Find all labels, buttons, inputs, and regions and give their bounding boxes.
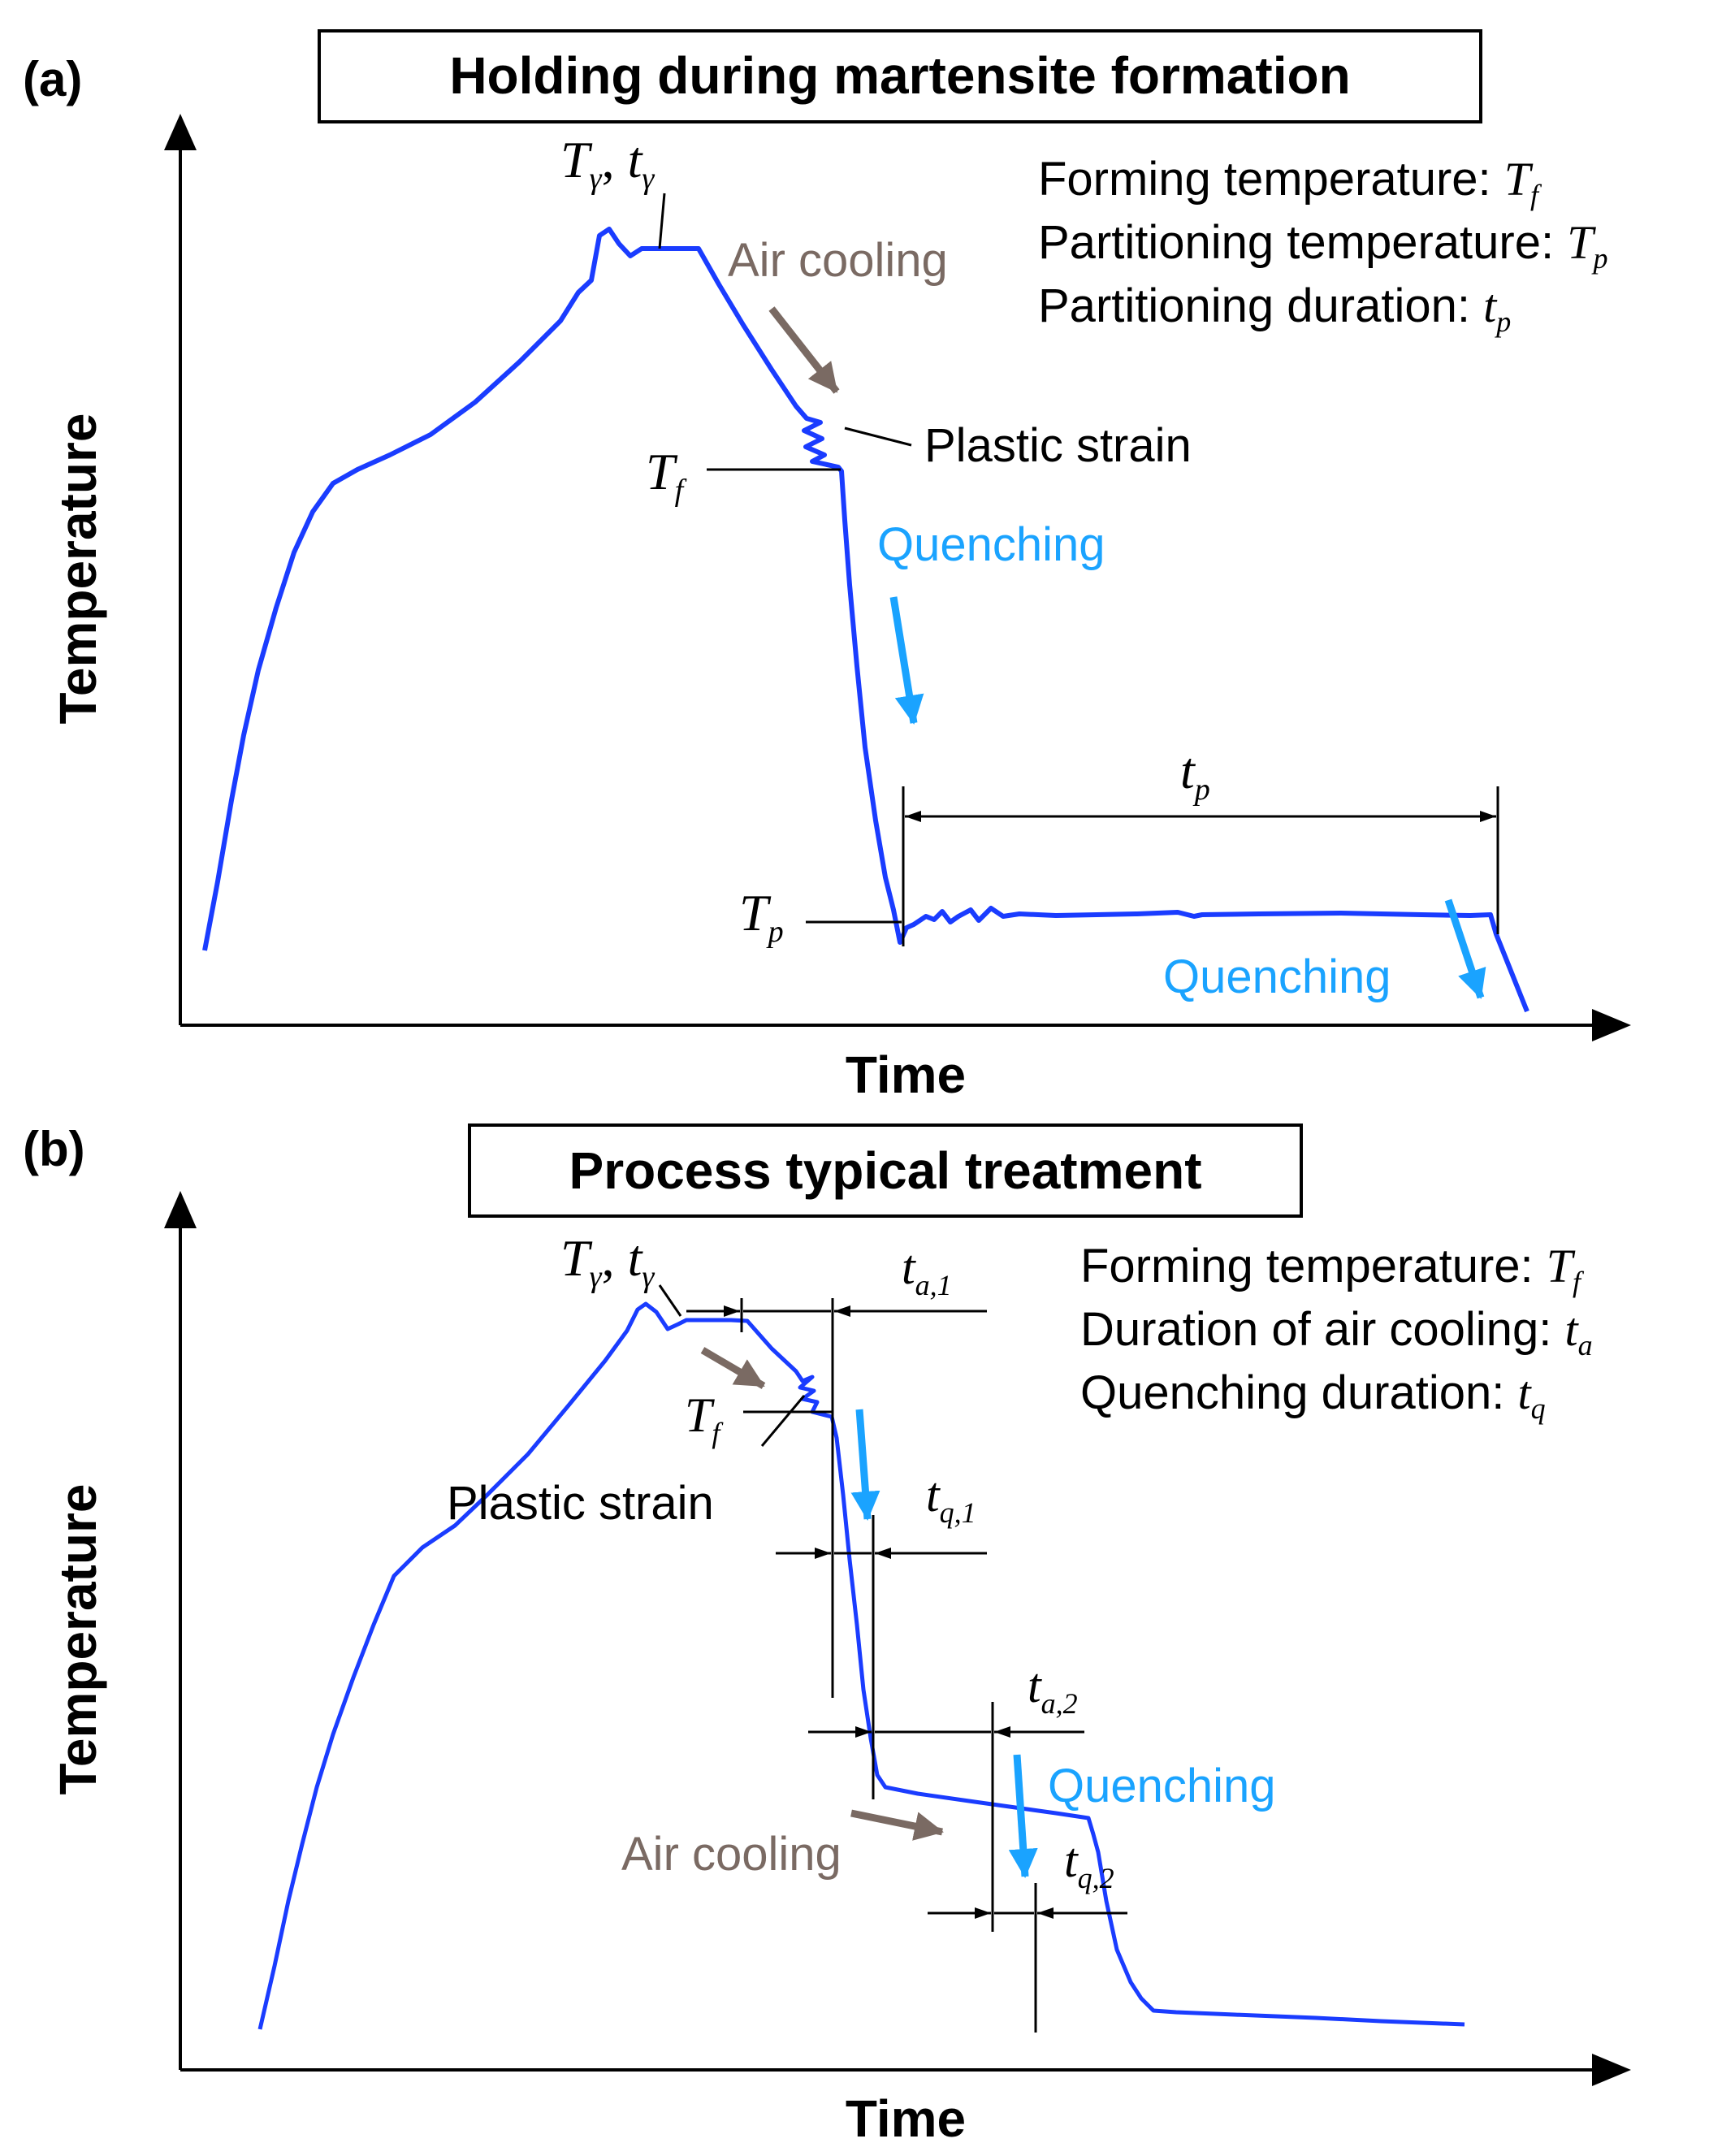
panel-b-legend: Forming temperature: Tf Duration of air … <box>1080 1240 1593 1425</box>
panel-b-air-cooling-arrow-2 <box>850 1809 944 1841</box>
panel-b-x-axis-arrowhead <box>1592 2054 1631 2086</box>
panel-a-legend-forming: Forming temperature: Tf <box>1038 153 1542 211</box>
panel-a-legend-partitioning-duration: Partitioning duration: tp <box>1038 279 1511 338</box>
panel-a-plastic-strain-label: Plastic strain <box>924 419 1192 472</box>
panel-b-T-gamma-label: Tγ, tγ <box>560 1229 655 1294</box>
svg-text:Tf: Tf <box>646 443 687 508</box>
panel-b-tq2-label: tq,2 <box>1064 1833 1114 1894</box>
panel-b-title-box <box>468 1123 1303 1218</box>
panel-a-T-gamma-leader <box>658 193 666 249</box>
panel-b-quenching-arrow-1 <box>850 1409 880 1521</box>
panel-b-title: Process typical treatment <box>569 1141 1202 1200</box>
panel-b-plastic-strain-label: Plastic strain <box>447 1477 714 1530</box>
panel-a-tp-label: tp <box>1180 742 1210 807</box>
panel-a-quenching-arrow-2 <box>1444 898 1486 999</box>
panel-b-letter: (b) <box>23 1122 85 1176</box>
panel-b-legend-quenching-duration: Quenching duration: tq <box>1080 1366 1546 1425</box>
svg-text:tq,2: tq,2 <box>1064 1833 1114 1894</box>
panel-a-Tp-label: Tp <box>739 884 784 949</box>
panel-a-title: Holding during martensite formation <box>449 46 1350 105</box>
panel-b-air-cooling-label: Air cooling <box>621 1828 842 1881</box>
panel-a-legend: Forming temperature: Tf Partitioning tem… <box>1038 153 1608 338</box>
panel-a-temperature-curve <box>202 227 1529 1013</box>
svg-text:Tγ, tγ: Tγ, tγ <box>560 131 655 196</box>
svg-text:Tf: Tf <box>685 1388 724 1449</box>
panel-a-plastic-strain-leader <box>844 426 912 447</box>
panel-b-y-axis-label: Temperature <box>49 1484 107 1795</box>
panel-a-air-cooling-arrow <box>768 306 840 394</box>
panel-a-x-axis-label: Time <box>846 1046 966 1104</box>
panel-a-quenching-arrow-1 <box>889 596 924 725</box>
svg-text:Tγ, tγ: Tγ, tγ <box>560 1229 655 1294</box>
panel-a-x-axis-arrowhead <box>1592 1009 1631 1041</box>
svg-text:ta,1: ta,1 <box>902 1240 952 1301</box>
panel-b-ta2-label: ta,2 <box>1028 1659 1078 1720</box>
panel-b-tq1-label: tq,1 <box>926 1468 976 1529</box>
panel-b-ta1-label: ta,1 <box>902 1240 952 1301</box>
panel-b-air-cooling-arrow-1 <box>700 1347 766 1389</box>
panel-a-letter: (a) <box>23 52 82 106</box>
svg-text:tq,1: tq,1 <box>926 1468 976 1529</box>
svg-text:Tp: Tp <box>739 884 784 949</box>
panel-b-quenching-arrow-2 <box>1008 1754 1038 1878</box>
svg-text:ta,2: ta,2 <box>1028 1659 1078 1720</box>
panel-b-legend-forming: Forming temperature: Tf <box>1080 1240 1585 1298</box>
panel-b-x-axis-label: Time <box>846 2089 966 2148</box>
panel-b-y-axis-arrowhead <box>164 1191 197 1228</box>
panel-a: (a) Holding during martensite formation … <box>23 29 1631 1104</box>
svg-text:tp: tp <box>1180 742 1210 807</box>
panel-b-T-gamma-leader <box>658 1284 682 1317</box>
panel-b-Tf-label: Tf <box>685 1388 724 1449</box>
panel-b-temperature-curve <box>257 1301 1465 2030</box>
panel-b-legend-air-cooling-duration: Duration of air cooling: ta <box>1080 1303 1593 1362</box>
panel-b-quenching-label: Quenching <box>1048 1760 1276 1812</box>
panel-b: (b) Process typical treatment Temperatur… <box>23 1122 1631 2148</box>
panel-a-T-gamma-label: Tγ, tγ <box>560 131 655 196</box>
panel-a-Tf-label: Tf <box>646 443 687 508</box>
panel-a-legend-partitioning-temp: Partitioning temperature: Tp <box>1038 216 1608 275</box>
panel-a-y-axis-label: Temperature <box>49 413 107 725</box>
panel-b-plastic-strain-leader <box>760 1395 806 1447</box>
panel-a-title-box <box>318 29 1482 123</box>
panel-a-quenching-label-1: Quenching <box>877 518 1105 571</box>
panel-a-quenching-label-2: Quenching <box>1163 950 1391 1003</box>
panel-a-y-axis-arrowhead <box>164 114 197 150</box>
panel-a-air-cooling-label: Air cooling <box>728 234 948 287</box>
